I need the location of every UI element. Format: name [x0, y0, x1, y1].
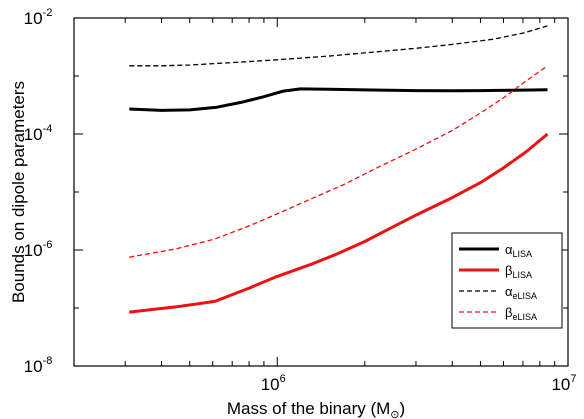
x-tick-label: 107 — [551, 373, 576, 394]
ticks — [73, 17, 569, 367]
series-line-α-eLISA — [129, 25, 548, 67]
legend: αLISA βLISA αeLISA βeLISA — [451, 232, 563, 329]
tick-labels: 106 107 10-8 10-6 10-4 10-2 — [24, 7, 577, 394]
legend-label: αeLISA — [505, 284, 537, 301]
series-line-α-LISA — [129, 87, 548, 112]
x-tick-label: 106 — [261, 373, 286, 394]
y-tick-label: 10-2 — [24, 7, 53, 28]
y-tick-label: 10-6 — [24, 239, 53, 260]
legend-label: αLISA — [505, 242, 532, 259]
x-axis-title: Mass of the binary (M⊙) — [227, 399, 405, 419]
y-tick-label: 10-8 — [24, 355, 53, 376]
series-line-β-LISA — [129, 132, 549, 314]
legend-label: βLISA — [505, 263, 532, 280]
legend-label: βeLISA — [505, 305, 537, 322]
plot-area — [129, 25, 549, 314]
y-tick-label: 10-4 — [24, 123, 53, 144]
y-axis-title: Bounds on dipole parameters — [9, 81, 28, 303]
series-line-β-eLISA — [129, 65, 548, 258]
